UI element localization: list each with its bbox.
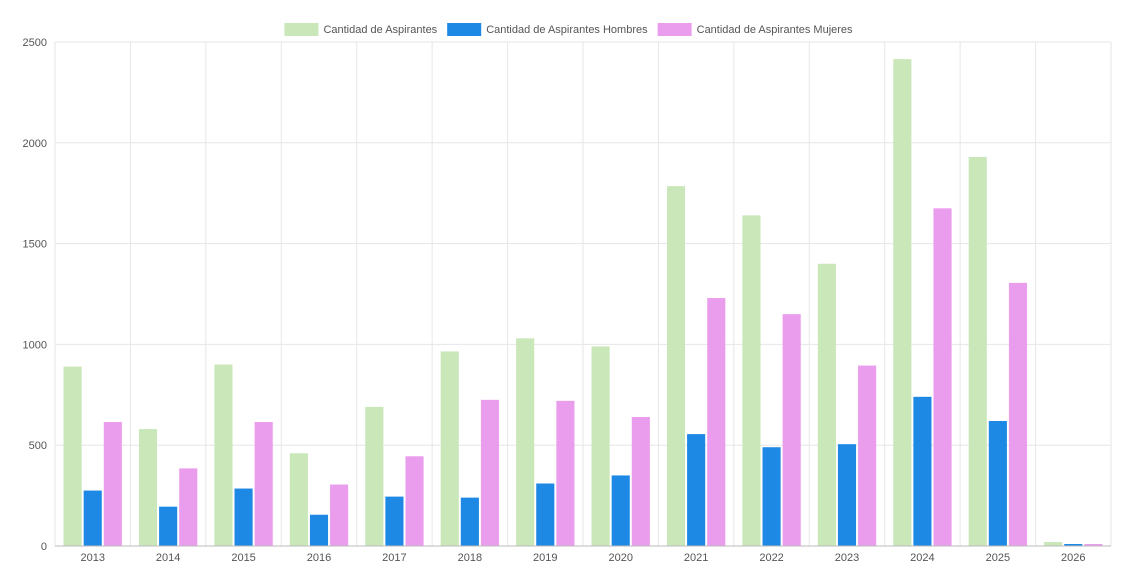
- bar-mujeres-2016[interactable]: [330, 484, 349, 546]
- bar-hombres-2021[interactable]: [687, 434, 706, 546]
- bar-hombres-2026[interactable]: [1064, 543, 1083, 546]
- bar-mujeres-2019[interactable]: [556, 400, 575, 546]
- bar-mujeres-2017[interactable]: [405, 456, 424, 546]
- bar-total-2016[interactable]: [289, 453, 308, 546]
- bar-total-2015[interactable]: [214, 364, 233, 546]
- bar-hombres-2024[interactable]: [913, 396, 932, 546]
- x-tick-label: 2020: [608, 552, 632, 564]
- y-tick-label: 2000: [23, 138, 47, 150]
- bar-mujeres-2014[interactable]: [179, 468, 198, 546]
- bar-mujeres-2022[interactable]: [782, 314, 801, 546]
- bar-mujeres-2020[interactable]: [631, 416, 650, 546]
- bar-total-2019[interactable]: [516, 338, 535, 546]
- bar-total-2025[interactable]: [968, 156, 987, 547]
- legend: Cantidad de Aspirantes Cantidad de Aspira…: [284, 23, 853, 36]
- bar-hombres-2016[interactable]: [309, 514, 329, 546]
- bar-hombres-2013[interactable]: [83, 490, 102, 546]
- legend-item[interactable]: Cantidad de Aspirantes Hombres: [447, 23, 648, 36]
- bar-mujeres-2023[interactable]: [858, 365, 877, 546]
- x-tick-label: 2018: [458, 552, 482, 564]
- legend-label: Cantidad de Aspirantes Mujeres: [697, 24, 853, 36]
- bars: [63, 59, 1103, 547]
- y-tick-label: 0: [41, 541, 47, 553]
- bar-mujeres-2024[interactable]: [933, 208, 952, 546]
- bar-total-2023[interactable]: [817, 263, 836, 546]
- y-tick-label: 500: [29, 440, 47, 452]
- bar-mujeres-2025[interactable]: [1008, 282, 1028, 546]
- legend-swatch: [284, 23, 319, 36]
- bar-hombres-2017[interactable]: [385, 496, 404, 546]
- x-tick-label: 2025: [986, 552, 1010, 564]
- legend-label: Cantidad de Aspirantes: [323, 24, 437, 36]
- x-tick-label: 2023: [835, 552, 859, 564]
- x-tick-label: 2021: [684, 552, 708, 564]
- bar-total-2013[interactable]: [63, 366, 82, 546]
- legend-label: Cantidad de Aspirantes Hombres: [486, 24, 648, 36]
- bar-hombres-2019[interactable]: [536, 483, 555, 546]
- x-tick-label: 2013: [80, 552, 104, 564]
- axes: 0 500 1000 1500 2000 2500 2013 2014 2015 2016 2017…: [23, 37, 1111, 564]
- bar-hombres-2023[interactable]: [837, 444, 857, 546]
- bar-total-2017[interactable]: [365, 406, 384, 546]
- legend-swatch: [657, 23, 692, 36]
- bar-total-2018[interactable]: [440, 351, 459, 546]
- bar-mujeres-2015[interactable]: [254, 422, 273, 546]
- bar-hombres-2018[interactable]: [460, 497, 479, 546]
- bar-hombres-2014[interactable]: [159, 506, 178, 546]
- x-tick-label: 2016: [307, 552, 331, 564]
- bar-total-2021[interactable]: [666, 186, 686, 547]
- x-tick-label: 2024: [910, 552, 934, 564]
- legend-item[interactable]: Cantidad de Aspirantes: [284, 23, 438, 36]
- bar-hombres-2025[interactable]: [988, 421, 1007, 546]
- bar-total-2020[interactable]: [591, 346, 610, 546]
- grid: [54, 41, 1112, 547]
- bar-total-2022[interactable]: [742, 215, 761, 546]
- y-tick-label: 2500: [23, 37, 47, 49]
- x-tick-label: 2026: [1061, 552, 1085, 564]
- x-tick-label: 2019: [533, 552, 557, 564]
- x-tick-label: 2014: [156, 552, 180, 564]
- legend-item[interactable]: Cantidad de Aspirantes Mujeres: [657, 23, 853, 36]
- bar-hombres-2022[interactable]: [762, 447, 781, 546]
- y-tick-label: 1500: [23, 239, 47, 251]
- bar-hombres-2020[interactable]: [611, 475, 630, 546]
- bar-mujeres-2013[interactable]: [103, 422, 122, 546]
- bar-total-2014[interactable]: [138, 429, 158, 546]
- y-tick-label: 1000: [23, 339, 47, 351]
- bar-total-2026[interactable]: [1044, 541, 1063, 546]
- legend-swatch: [447, 23, 482, 36]
- bar-mujeres-2018[interactable]: [480, 399, 500, 546]
- x-tick-label: 2017: [382, 552, 406, 564]
- bar-mujeres-2026[interactable]: [1084, 543, 1103, 546]
- bar-total-2024[interactable]: [893, 59, 912, 547]
- bar-hombres-2015[interactable]: [234, 488, 253, 546]
- x-tick-label: 2015: [231, 552, 255, 564]
- bar-mujeres-2021[interactable]: [707, 298, 726, 546]
- x-tick-label: 2022: [759, 552, 783, 564]
